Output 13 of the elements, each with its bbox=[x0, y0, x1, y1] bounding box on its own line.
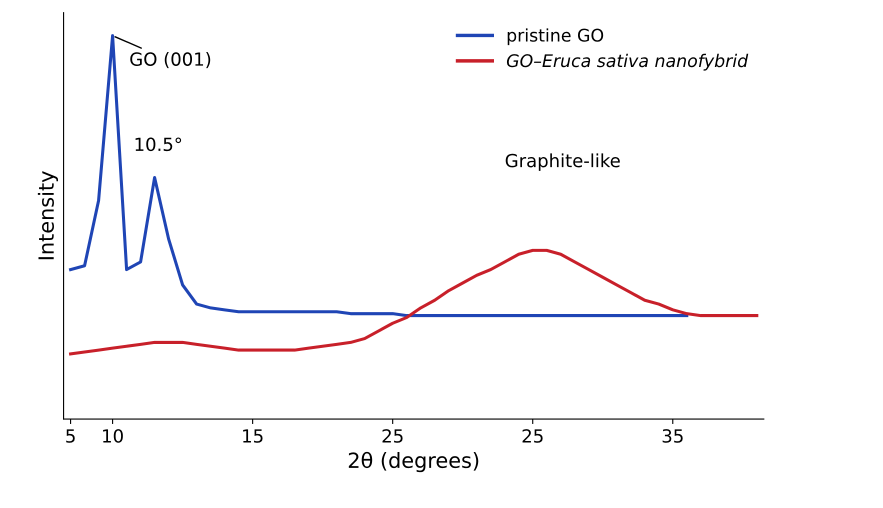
x-tick-label: 15 bbox=[243, 429, 263, 443]
x-tick-label: 35 bbox=[662, 429, 683, 443]
legend-label: GO–Eruca sativa nanofybrid bbox=[506, 54, 748, 71]
legend-label: pristine GO bbox=[508, 28, 604, 46]
x-tick-label: 25 bbox=[522, 429, 543, 443]
x-tick-label: 10 bbox=[103, 429, 123, 443]
y-axis-title: Intensity bbox=[38, 171, 58, 260]
x-axis-title: 2θ (degrees) bbox=[348, 452, 478, 472]
annotation: 10.5° bbox=[136, 137, 182, 152]
x-tick-label: 25 bbox=[382, 429, 403, 443]
x-tick-label: 5 bbox=[66, 429, 75, 443]
annotation: Graphite-like bbox=[506, 153, 620, 171]
annotation: GO (001) bbox=[130, 52, 210, 68]
